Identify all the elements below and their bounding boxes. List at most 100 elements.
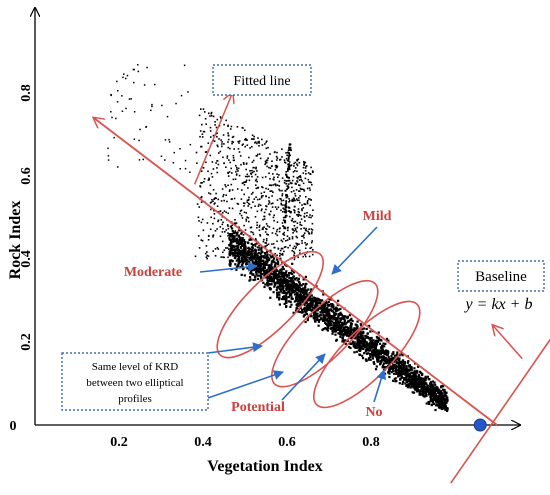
scatter-point (246, 262, 249, 265)
scatter-point (295, 277, 298, 280)
scatter-point (331, 310, 334, 313)
scatter-point (408, 383, 411, 387)
scatter-point (238, 226, 240, 229)
scatter-point (222, 256, 224, 258)
scatter-point (338, 330, 341, 333)
scatter-point (389, 365, 392, 368)
scatter-point (291, 249, 293, 252)
scatter-point (287, 160, 290, 162)
scatter-point (426, 375, 429, 378)
scatter-point (298, 243, 300, 245)
scatter-point (295, 229, 297, 231)
scatter-point (291, 297, 294, 300)
scatter-point (260, 196, 263, 199)
scatter-point (308, 305, 311, 308)
scatter-point (434, 393, 437, 396)
scatter-point (287, 246, 289, 249)
scatter-point (215, 192, 217, 195)
scatter-point (250, 231, 252, 233)
scatter-point (238, 258, 241, 261)
scatter-point (257, 259, 260, 262)
scatter-point (314, 320, 317, 323)
scatter-point (230, 167, 232, 170)
scatter-point (231, 207, 234, 210)
scatter-point (281, 265, 284, 268)
scatter-point (293, 245, 296, 248)
scatter-point (277, 275, 281, 278)
scatter-point (345, 331, 348, 334)
scatter-point (251, 161, 254, 163)
scatter-point (209, 193, 212, 195)
scatter-point (263, 263, 267, 266)
scatter-point (254, 205, 256, 207)
scatter-point (303, 304, 306, 307)
scatter-point (236, 126, 239, 128)
scatter-point (334, 326, 338, 329)
scatter-point (266, 279, 269, 282)
scatter-point (415, 382, 418, 385)
scatter-point (245, 220, 248, 222)
scatter-point (377, 354, 380, 357)
scatter-point (234, 249, 237, 252)
scatter-point (298, 290, 301, 293)
scatter-point (227, 124, 229, 127)
scatter-point (285, 305, 288, 308)
scatter-point (304, 203, 307, 206)
scatter-point (202, 108, 205, 110)
scatter-point (230, 248, 233, 252)
scatter-point (304, 253, 306, 256)
scatter-point (344, 323, 347, 326)
scatter-point (324, 314, 327, 317)
scatter-point (258, 251, 261, 254)
scatter-point (302, 308, 305, 311)
scatter-point (242, 162, 245, 164)
scatter-point (292, 175, 295, 178)
scatter-point (222, 134, 225, 136)
scatter-point (296, 176, 298, 179)
scatter-point (303, 188, 305, 191)
scatter-point (227, 235, 229, 237)
scatter-point (320, 306, 323, 309)
scatter-point (219, 210, 222, 213)
scatter-point (431, 386, 434, 389)
scatter-point (408, 364, 411, 367)
scatter-point (251, 250, 254, 253)
scatter-point (361, 334, 364, 337)
scatter-point (262, 256, 265, 259)
scatter-point (311, 215, 314, 217)
scatter-point (305, 293, 308, 296)
scatter-point (142, 158, 144, 161)
scatter-point (403, 362, 406, 365)
scatter-point (419, 378, 422, 381)
scatter-point (403, 368, 407, 371)
scatter-point (125, 107, 127, 110)
scatter-point (304, 220, 306, 222)
scatter-point (272, 243, 275, 245)
scatter-point (311, 303, 314, 306)
scatter-point (224, 231, 226, 233)
scatter-point (307, 296, 310, 299)
scatter-point (374, 347, 377, 350)
scatter-point (364, 339, 367, 343)
scatter-point (306, 319, 309, 322)
scatter-point (346, 329, 349, 332)
scatter-point (444, 398, 448, 401)
scatter-point (340, 329, 344, 333)
scatter-point (232, 157, 235, 159)
scatter-point (297, 208, 300, 210)
scatter-point (276, 269, 279, 272)
scatter-point (284, 296, 287, 299)
scatter-point (212, 134, 215, 137)
scatter-point (400, 374, 403, 377)
scatter-point (283, 159, 286, 161)
scatter-point (348, 330, 351, 333)
y-tick-label: 0.4 (19, 250, 34, 268)
scatter-point (241, 232, 243, 234)
scatter-point (260, 246, 263, 249)
scatter-point (130, 98, 132, 100)
scatter-point (210, 112, 213, 115)
scatter-point (239, 229, 241, 232)
scatter-point (383, 352, 386, 355)
scatter-point (271, 259, 274, 263)
scatter-point (254, 173, 257, 176)
